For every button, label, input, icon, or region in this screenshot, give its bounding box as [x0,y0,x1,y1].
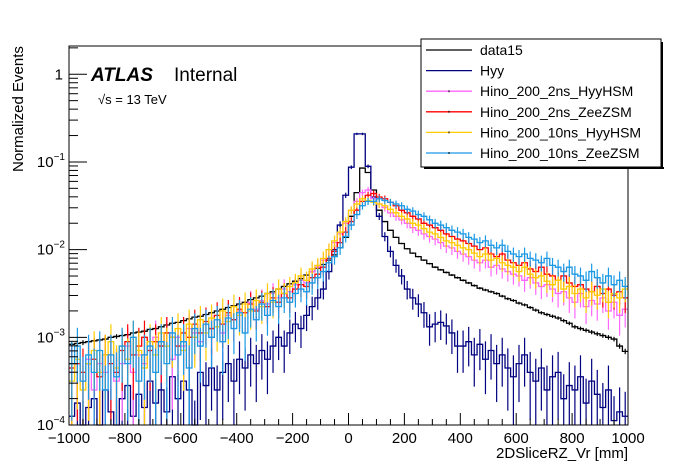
y-tick-label: 10−3 [37,327,66,346]
x-tick-label: 0 [344,430,352,447]
legend-box [420,38,662,168]
x-tick-label: −200 [276,430,310,447]
energy-label: √s = 13 TeV [98,92,167,107]
legend-label: Hino_200_2ns_HyyHSM [480,83,633,99]
x-tick-label: 200 [392,430,417,447]
x-tick-label: −800 [108,430,142,447]
legend-entry: Hino_200_2ns_ZeeZSM [426,104,632,120]
x-tick-label: 400 [448,430,473,447]
y-tick-label: 10−1 [37,152,66,171]
x-tick-label: 1000 [611,430,644,447]
internal-label: Internal [174,65,237,86]
legend-label: Hino_200_2ns_ZeeZSM [480,104,632,120]
x-tick-label: −600 [164,430,198,447]
legend-entry: Hino_200_10ns_HyyHSM [426,124,641,140]
legend-entry: Hino_200_10ns_ZeeZSM [426,145,640,161]
x-tick-label: −1000 [48,430,90,447]
y-axis: 1 10−1 10−2 10−3 10−4 [37,47,87,434]
x-tick-label: 800 [560,430,585,447]
legend-label: Hino_200_10ns_HyyHSM [480,124,641,140]
legend-entry: Hyy [426,63,504,79]
y-tick-label: 1 [55,66,63,83]
histogram-line [69,198,628,391]
y-tick-label: 10−4 [37,415,66,434]
x-tick-label: 600 [504,430,529,447]
histogram-line [69,198,628,391]
legend-label: data15 [480,42,523,58]
legend-label: Hino_200_10ns_ZeeZSM [480,145,640,161]
legend-label: Hyy [480,63,504,79]
atlas-label: ATLAS [90,65,153,86]
series-layer [69,132,628,426]
y-axis-label: Normalized Events [10,46,27,172]
legend-entry: Hino_200_2ns_HyyHSM [426,83,633,99]
legend-entry: data15 [426,42,523,58]
y-tick-label: 10−2 [37,240,66,259]
x-axis-label: 2DSliceRZ_Vr [mm] [496,445,628,462]
x-axis: −1000 −800 −600 −400 −200 0 200 400 600 800 1000 [48,413,645,447]
series-Hino_200_10ns_ZeeZSM [69,195,628,425]
legend: data15 Hyy Hino_200_2ns_HyyHSM Hino_200_2ns… [420,38,664,169]
x-tick-label: −400 [220,430,254,447]
